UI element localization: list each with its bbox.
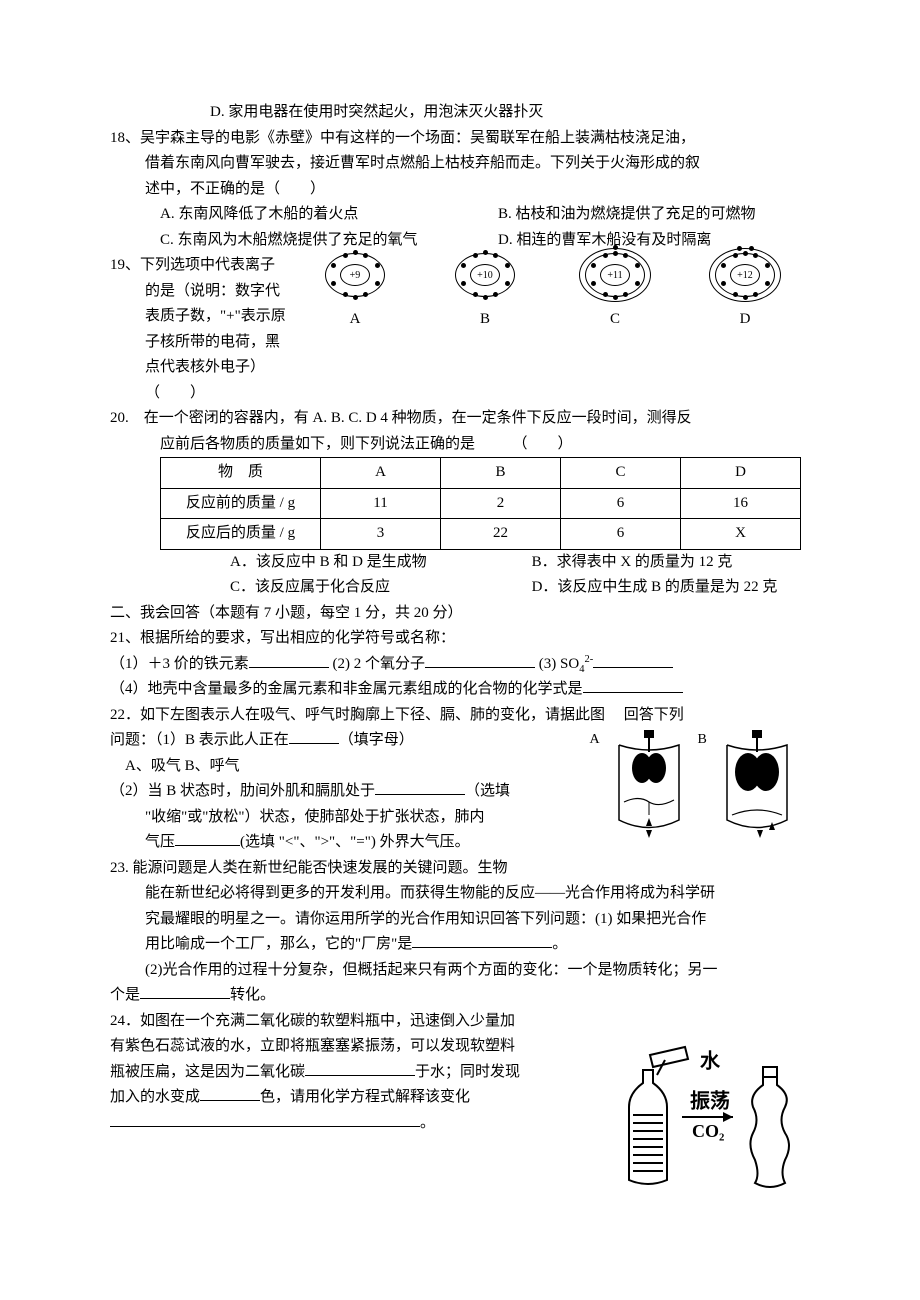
flask-a-icon xyxy=(604,730,694,840)
q23-l5b: 个是转化。 xyxy=(110,983,810,1009)
q22-figure: A B xyxy=(595,730,810,850)
q20-stem-l1: 20. 在一个密闭的容器内，有 A. B. C. D 4 种物质，在一定条件下反… xyxy=(110,406,810,432)
q20-table: 物 质 A B C D 反应前的质量 / g 112616 反应后的质量 / g… xyxy=(160,457,801,550)
q21-part1-3: （1）＋3 价的铁元素 (2) 2 个氧分子 (3) SO42- xyxy=(110,652,810,678)
q21-stem: 21、根据所给的要求，写出相应的化学符号或名称： xyxy=(110,626,810,652)
q18-stem-l2: 借着东南风向曹军驶去，接近曹军时点燃船上枯枝弃船而走。下列关于火海形成的叙 xyxy=(145,151,810,177)
q19-block: 19、下列选项中代表离子 的是（说明：数字代 表质子数，"+"表示原 子核所带的… xyxy=(110,253,810,406)
water-label: 水 xyxy=(700,1050,721,1073)
q20-option-a: A．该反应中 B 和 D 是生成物 xyxy=(230,550,532,576)
q23-l5a: (2)光合作用的过程十分复杂，但概括起来只有两个方面的变化：一个是物质转化；另一 xyxy=(145,958,810,984)
q19-l3: 表质子数，"+"表示原 xyxy=(145,304,290,330)
atom-diagram-c: +11 C xyxy=(575,245,655,333)
q17-option-d: D. 家用电器在使用时突然起火，用泡沫灭火器扑灭 xyxy=(210,100,810,126)
q19-l5: 点代表核外电子）（ ） xyxy=(145,355,290,406)
atom-diagram-a: +9 A xyxy=(315,245,395,333)
q23-l2: 能在新世纪必将得到更多的开发利用。而获得生物能的反应——光合作用将成为科学研 xyxy=(145,881,810,907)
q22-stem: 22．如下左图表示人在吸气、呼气时胸廓上下径、膈、肺的变化，请据此图 回答下列 xyxy=(110,703,810,729)
atom-diagram-d: +12 D xyxy=(705,245,785,333)
q19-l1: 19、下列选项中代表离子 xyxy=(110,253,290,279)
q24-stem: 24．如图在一个充满二氧化碳的软塑料瓶中，迅速倒入少量加 xyxy=(110,1009,810,1035)
q21-part4: （4）地壳中含量最多的金属元素和非金属元素组成的化合物的化学式是 xyxy=(110,677,810,703)
co2-label: CO₂ xyxy=(692,1121,724,1141)
q18-stem-l3: 述中，不正确的是（ ） xyxy=(145,177,810,203)
q24-figure: 水 振荡 CO₂ xyxy=(615,1045,805,1210)
q19-l4: 子核所带的电荷，黑 xyxy=(145,330,290,356)
q23-l3: 究最耀眼的明星之一。请你运用所学的光合作用知识回答下列问题：(1) 如果把光合作 xyxy=(145,907,810,933)
q18-stem-l1: 18、吴宇森主导的电影《赤壁》中有这样的一个场面：吴蜀联军在船上装满枯枝浇足油， xyxy=(110,126,810,152)
q23-l4: 用比喻成一个工厂，那么，它的"厂房"是。 xyxy=(145,932,810,958)
shake-label: 振荡 xyxy=(690,1090,730,1113)
q19-l2: 的是（说明：数字代 xyxy=(145,279,290,305)
q20-option-d: D．该反应中生成 B 的质量是为 22 克 xyxy=(532,575,810,601)
q20-option-b: B．求得表中 X 的质量为 12 克 xyxy=(532,550,810,576)
q23-l1: 23. 能源问题是人类在新世纪能否快速发展的关键问题。生物 xyxy=(110,856,810,882)
q18-option-b: B. 枯枝和油为燃烧提供了充足的可燃物 xyxy=(498,202,810,228)
section-2-heading: 二、我会回答（本题有 7 小题，每空 1 分，共 20 分） xyxy=(110,601,810,627)
flask-b-icon xyxy=(712,730,802,840)
atom-diagram-b: +10 B xyxy=(445,245,525,333)
bottle-diagram-icon: 水 振荡 CO₂ xyxy=(615,1045,805,1200)
q18-option-a: A. 东南风降低了木船的着火点 xyxy=(160,202,498,228)
q20-option-c: C．该反应属于化合反应 xyxy=(230,575,532,601)
q20-stem-l2: 应前后各物质的质量如下，则下列说法正确的是 （ ） xyxy=(160,432,810,458)
